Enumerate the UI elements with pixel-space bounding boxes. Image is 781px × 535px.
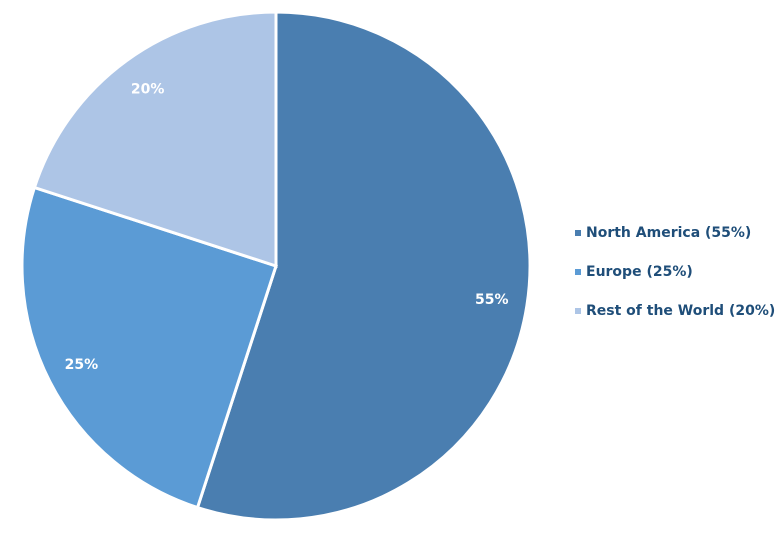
- pie-slice: [20, 185, 278, 510]
- pie-slice: [32, 10, 278, 269]
- legend-marker: [575, 308, 581, 314]
- data-label: 55%: [475, 292, 509, 308]
- data-label: 20%: [131, 81, 165, 97]
- legend-label: Rest of the World (20%): [586, 303, 775, 319]
- legend-marker: [575, 269, 581, 275]
- pie-slice: [195, 10, 532, 522]
- legend-label: Europe (25%): [586, 264, 693, 280]
- legend-label: North America (55%): [586, 225, 751, 241]
- data-label: 25%: [65, 357, 99, 373]
- legend-marker: [575, 230, 581, 236]
